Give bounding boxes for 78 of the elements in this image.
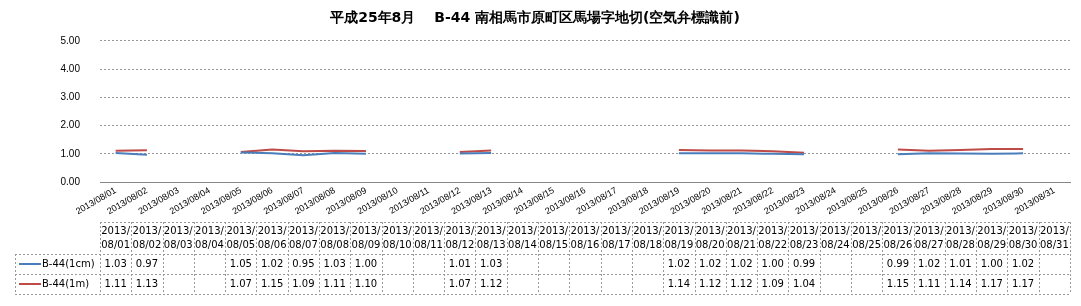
category-label: 2013/08/21 xyxy=(727,224,756,250)
data-label: 1.12 xyxy=(480,277,503,289)
data-label: 0.97 xyxy=(135,257,159,269)
data-label: 1.11 xyxy=(104,277,127,289)
y-tick-label: 4.00 xyxy=(60,62,81,74)
data-label: 1.02 xyxy=(667,257,690,269)
category-label: 2013/08/08 xyxy=(320,224,350,250)
y-tick-label: 5.00 xyxy=(60,34,81,46)
data-label: 1.00 xyxy=(761,257,784,269)
data-label: 1.02 xyxy=(699,257,722,269)
data-label: 1.10 xyxy=(354,277,378,289)
data-label: 1.03 xyxy=(480,257,503,269)
data-label: 1.07 xyxy=(448,277,471,289)
chart-title: 平成25年8月 B-44 南相馬市原町区馬場字地切(空気弁標識前) xyxy=(329,9,740,26)
category-label: 2013/08/24 xyxy=(820,224,850,250)
category-label: 2013/08/01 xyxy=(101,224,131,250)
data-label: 1.17 xyxy=(980,277,1003,289)
category-label: 2013/08/23 xyxy=(789,224,819,250)
y-tick-label: 1.00 xyxy=(60,147,81,159)
data-label: 1.02 xyxy=(260,257,284,269)
data-label: 1.14 xyxy=(667,277,690,289)
data-label: 1.12 xyxy=(730,277,753,289)
data-label: 1.15 xyxy=(260,277,284,289)
category-label: 2013/08/02 xyxy=(132,224,162,250)
category-label: 2013/08/03 xyxy=(163,224,193,250)
category-label: 2013/08/27 xyxy=(914,224,944,250)
data-label: 1.02 xyxy=(918,257,941,269)
data-label: 1.03 xyxy=(104,257,127,269)
category-label: 2013/08/18 xyxy=(633,224,662,250)
category-label: 2013/08/05 xyxy=(226,224,256,250)
data-label: 1.01 xyxy=(949,257,972,269)
data-label: 0.99 xyxy=(792,257,816,269)
data-label: 0.99 xyxy=(886,257,910,269)
category-label: 2013/08/13 xyxy=(476,224,506,250)
data-label: 1.13 xyxy=(135,277,159,289)
y-tick-label: 0.00 xyxy=(60,175,81,187)
category-label: 2013/08/15 xyxy=(539,224,569,250)
category-label: 2013/08/28 xyxy=(946,224,975,250)
data-label: 1.12 xyxy=(699,277,722,289)
category-label: 2013/08/14 xyxy=(508,224,537,250)
category-label: 2013/08/10 xyxy=(382,224,412,250)
legend-label: B-44(1cm) xyxy=(42,257,95,269)
category-label: 2013/08/30 xyxy=(1008,224,1038,250)
data-label: 1.04 xyxy=(792,277,816,289)
category-label: 2013/08/31 xyxy=(1039,224,1069,250)
data-label: 1.02 xyxy=(730,257,753,269)
y-tick-label: 3.00 xyxy=(60,91,81,103)
data-label: 1.05 xyxy=(229,257,252,269)
category-label: 2013/08/25 xyxy=(852,224,882,250)
data-label: 1.00 xyxy=(354,257,378,269)
category-label: 2013/08/11 xyxy=(414,224,443,250)
category-label: 2013/08/20 xyxy=(695,224,725,250)
data-label: 1.02 xyxy=(1011,257,1035,269)
category-label: 2013/08/19 xyxy=(664,224,694,250)
data-label: 1.00 xyxy=(980,257,1003,269)
data-label: 1.11 xyxy=(918,277,941,289)
data-label: 0.95 xyxy=(292,257,315,269)
category-label: 2013/08/29 xyxy=(977,224,1007,250)
category-label: 2013/08/17 xyxy=(601,224,631,250)
category-label: 2013/08/07 xyxy=(288,224,318,250)
category-label: 2013/08/22 xyxy=(758,224,788,250)
y-tick-label: 2.00 xyxy=(60,119,81,131)
data-label: 1.09 xyxy=(761,277,784,289)
category-label: 2013/08/16 xyxy=(570,224,600,250)
category-label: 2013/08/12 xyxy=(445,224,475,250)
category-label: 2013/08/26 xyxy=(883,224,913,250)
category-label: 2013/08/04 xyxy=(195,224,224,250)
data-label: 1.15 xyxy=(886,277,910,289)
data-label: 1.09 xyxy=(292,277,315,289)
legend-label: B-44(1m) xyxy=(42,277,90,289)
data-label: 1.17 xyxy=(1011,277,1035,289)
data-label: 1.03 xyxy=(323,257,346,269)
data-label: 1.14 xyxy=(949,277,972,289)
data-label: 1.11 xyxy=(323,277,346,289)
category-label: 2013/08/06 xyxy=(257,224,287,250)
category-label: 2013/08/09 xyxy=(351,224,381,250)
data-label: 1.07 xyxy=(229,277,252,289)
data-label: 1.01 xyxy=(448,257,471,269)
